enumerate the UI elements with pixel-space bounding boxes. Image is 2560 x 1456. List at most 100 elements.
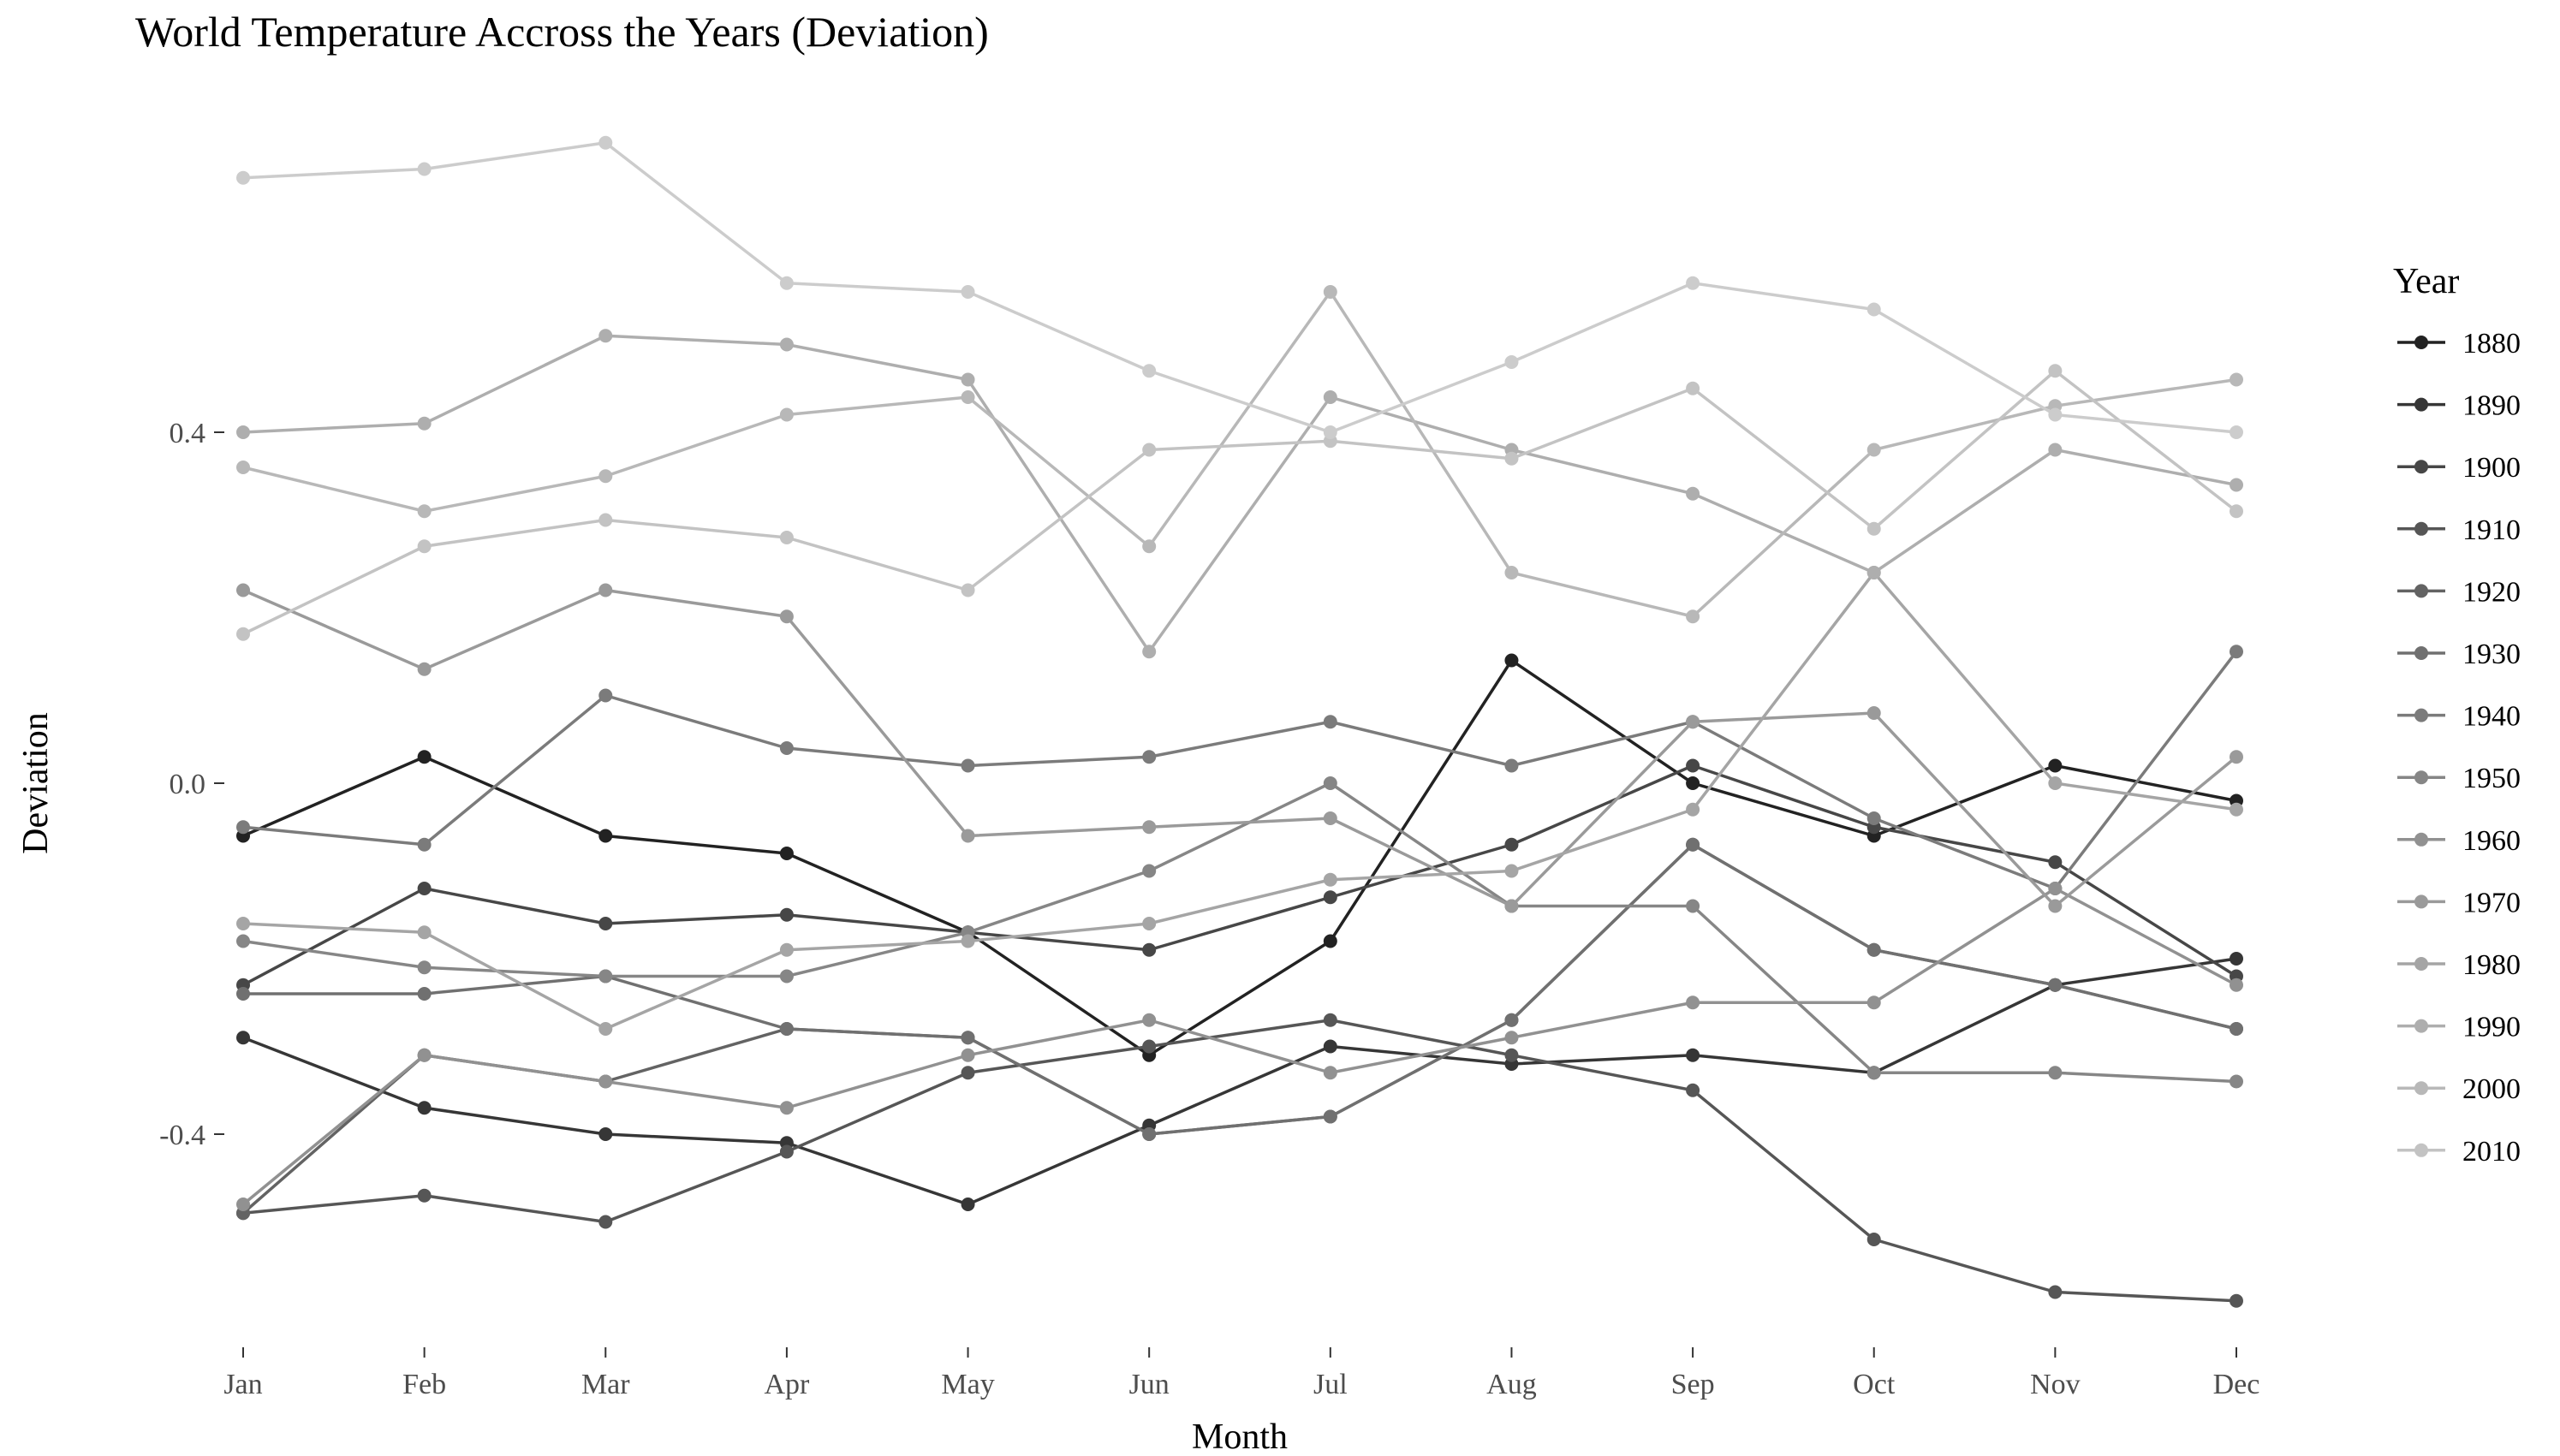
data-point [2048, 978, 2063, 992]
series-1970 [236, 583, 2243, 913]
legend-item: 1920 [2397, 576, 2521, 608]
x-tick-label: May [941, 1369, 994, 1400]
data-point [779, 337, 794, 352]
x-tick-label: Jan [223, 1369, 262, 1400]
data-point [1866, 521, 1881, 536]
x-tick-label: Mar [581, 1369, 630, 1400]
data-point [1686, 776, 1700, 790]
x-tick-label: Jun [1129, 1369, 1170, 1400]
data-point [1686, 1048, 1700, 1062]
data-point [1323, 776, 1337, 790]
data-point [779, 276, 794, 290]
series-line [242, 290, 2237, 618]
data-point [2230, 478, 2243, 492]
data-point [598, 329, 613, 343]
series-line [242, 141, 2237, 434]
series-1980 [236, 566, 2243, 1036]
data-point [1504, 899, 1519, 913]
legend-label: 1950 [2462, 763, 2521, 794]
legend-item: 1990 [2397, 1012, 2521, 1043]
legend-label: 1980 [2462, 949, 2521, 981]
legend-key-point [2414, 894, 2428, 909]
data-point [236, 1197, 250, 1211]
legend-item: 1950 [2397, 763, 2521, 794]
x-tick-label: Feb [402, 1369, 446, 1400]
legend-label: 1900 [2462, 452, 2521, 484]
data-point [2230, 1074, 2243, 1089]
data-point [2230, 978, 2243, 992]
legend-label: 1890 [2462, 390, 2521, 422]
data-point [236, 583, 250, 597]
legend-item: 2000 [2397, 1073, 2521, 1105]
data-point [779, 407, 794, 422]
data-point [1686, 1083, 1700, 1097]
data-point [417, 837, 432, 852]
data-point [2048, 407, 2063, 422]
data-point [779, 1022, 794, 1036]
data-point [236, 1031, 250, 1045]
data-point [598, 1074, 613, 1089]
series-1880 [236, 653, 2243, 1062]
y-tick-label: 0.4 [170, 418, 206, 449]
series-1920 [236, 837, 2243, 1221]
x-tick-label: Jul [1313, 1369, 1348, 1400]
data-point [1866, 706, 1881, 720]
data-point [1323, 390, 1337, 404]
series-1890 [236, 952, 2243, 1211]
data-point [2048, 1066, 2063, 1080]
data-point [1323, 1109, 1337, 1124]
data-point [417, 750, 432, 764]
data-point [961, 583, 975, 597]
series-1940 [236, 645, 2243, 895]
data-point [961, 285, 975, 299]
data-point [236, 820, 250, 835]
data-point [417, 987, 432, 1001]
chart-title: World Temperature Accross the Years (Dev… [135, 8, 989, 56]
legend-key-point [2414, 1081, 2428, 1096]
data-point [1504, 566, 1519, 579]
data-point [598, 1127, 613, 1141]
series-line [242, 369, 2238, 636]
data-point [417, 1101, 432, 1115]
data-point [2048, 1285, 2063, 1299]
legend-key-point [2414, 1019, 2428, 1033]
data-point [1686, 995, 1700, 1010]
data-point [417, 1048, 432, 1062]
data-point [1142, 750, 1157, 764]
legend-title: Year [2393, 262, 2459, 301]
data-point [598, 688, 613, 703]
data-point [1866, 942, 1881, 957]
legend-item: 1960 [2397, 825, 2521, 857]
data-point [1142, 1127, 1157, 1141]
data-point [961, 372, 975, 387]
data-point [598, 583, 613, 597]
data-point [2230, 504, 2243, 519]
data-point [2048, 855, 2063, 870]
data-point [1142, 864, 1157, 878]
data-point [1323, 1066, 1337, 1080]
data-point [417, 960, 432, 975]
data-point [1686, 802, 1700, 817]
y-axis-title: Deviation [16, 712, 56, 854]
data-point [779, 1144, 794, 1159]
data-point [1323, 890, 1337, 905]
legend-item: 1970 [2397, 887, 2521, 918]
data-point [1504, 1013, 1519, 1027]
x-tick-label: Oct [1853, 1369, 1896, 1400]
data-point [1142, 917, 1157, 930]
data-point [1504, 451, 1519, 466]
data-point [1686, 276, 1700, 290]
legend-key-point [2414, 521, 2428, 536]
data-point [1142, 645, 1157, 659]
data-point [2048, 882, 2063, 895]
legend-label: 1880 [2462, 328, 2521, 360]
data-point [2230, 952, 2243, 966]
data-point [1323, 425, 1337, 439]
data-point [1504, 653, 1519, 668]
data-point [961, 829, 975, 843]
data-point [1866, 443, 1881, 457]
y-axis: -0.4 0.0 0.4 [159, 418, 224, 1151]
data-point [236, 934, 250, 948]
series-line [242, 651, 2238, 890]
